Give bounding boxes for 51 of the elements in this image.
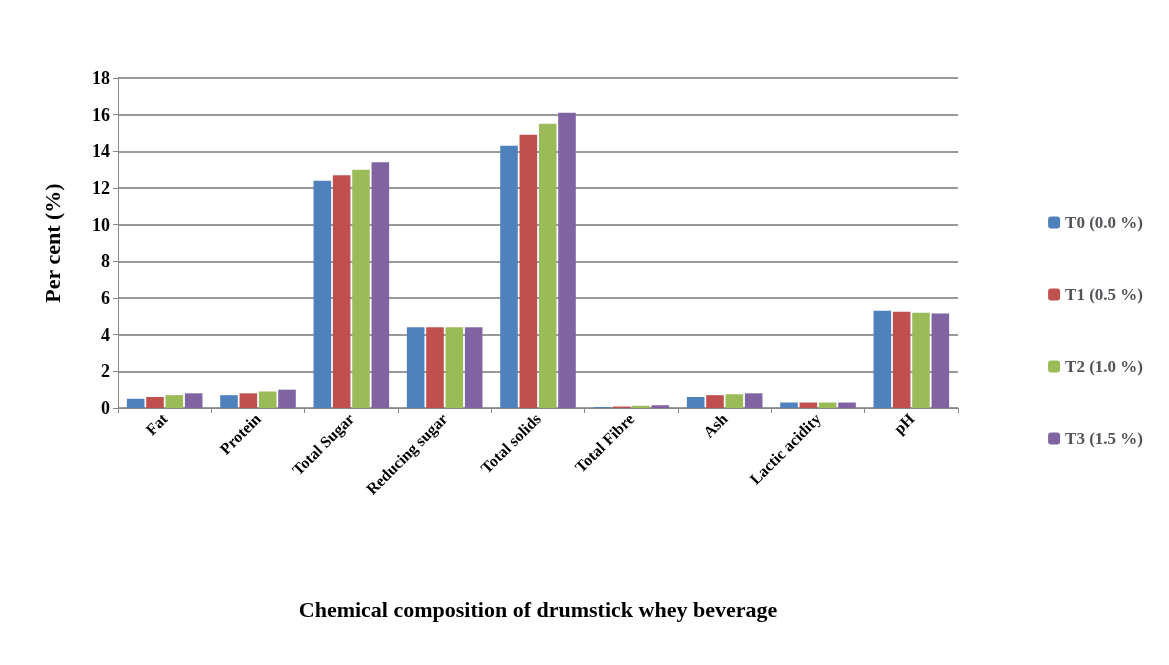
bar — [406, 327, 425, 408]
bar — [426, 327, 444, 408]
bar — [332, 175, 351, 408]
y-tick-label: 4 — [101, 324, 110, 345]
y-tick-label: 14 — [92, 141, 110, 162]
y-tick-label: 8 — [101, 251, 110, 272]
bar — [519, 134, 538, 408]
bar — [126, 398, 145, 408]
bar — [445, 327, 464, 408]
bar — [686, 397, 705, 408]
bar — [220, 395, 238, 408]
x-axis-title: Chemical composition of drumstick whey beverage — [298, 596, 778, 622]
bar — [651, 405, 670, 408]
y-tick-label: 0 — [101, 398, 110, 418]
y-axis-title: Per cent (%) — [39, 183, 65, 303]
bar — [500, 145, 518, 408]
y-tick-label: 12 — [92, 178, 110, 198]
bar — [892, 311, 911, 408]
bar — [744, 393, 763, 408]
y-tick-label: 2 — [101, 361, 110, 382]
bar — [258, 391, 277, 408]
x-tick-label: pH — [890, 409, 919, 438]
bar — [538, 123, 557, 408]
bar — [313, 180, 332, 408]
bar — [780, 402, 798, 408]
bar — [706, 395, 724, 408]
y-tick-label: 6 — [101, 288, 110, 308]
x-tick-label: Fat — [142, 409, 172, 439]
bar — [558, 112, 576, 408]
bar — [912, 312, 930, 408]
bar — [352, 169, 370, 408]
bar — [873, 310, 892, 408]
legend-label: T0 (0.0 %) — [1065, 213, 1144, 232]
bar — [165, 395, 184, 408]
legend-label: T3 (1.5 %) — [1065, 429, 1144, 448]
legend-label: T2 (1.0 %) — [1065, 357, 1144, 376]
bar — [184, 393, 203, 408]
bar — [725, 394, 744, 408]
y-tick-label: 16 — [92, 104, 110, 125]
bar — [464, 327, 483, 408]
bar — [278, 389, 296, 408]
bar — [146, 397, 164, 408]
bar — [931, 313, 950, 408]
legend-label: T1 (0.5 %) — [1065, 285, 1144, 304]
x-tick-label: Ash — [699, 409, 731, 441]
bar — [838, 402, 856, 408]
bar — [239, 393, 258, 408]
bar — [632, 405, 650, 408]
y-tick-label: 10 — [92, 214, 110, 235]
bar — [371, 162, 390, 408]
y-tick-label: 18 — [92, 68, 110, 88]
